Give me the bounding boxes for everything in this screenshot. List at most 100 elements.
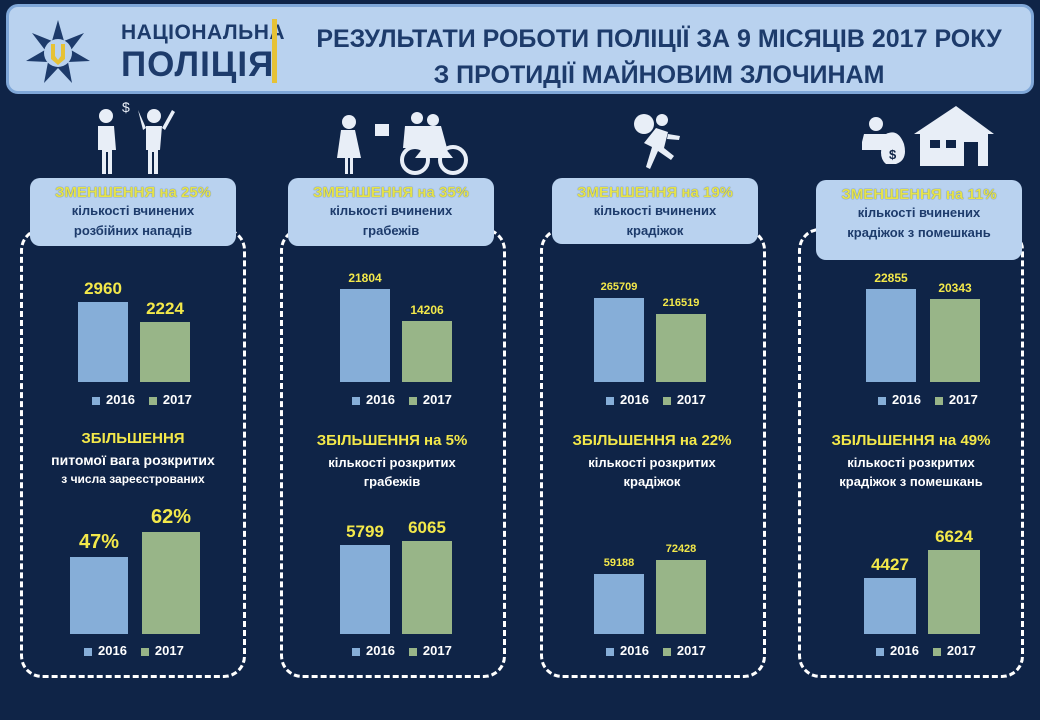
bar-2016 bbox=[594, 298, 644, 382]
legend-swatch-2016 bbox=[92, 396, 100, 405]
data-label-2017: 72428 bbox=[665, 543, 697, 555]
legend-item-2017: 2017 bbox=[408, 643, 452, 658]
data-label-2017: 6065 bbox=[408, 518, 446, 537]
data-label-2016: 4427 bbox=[871, 555, 909, 574]
data-label-2016: 5799 bbox=[346, 522, 384, 541]
legend-swatch-2017 bbox=[934, 396, 943, 405]
data-label-2016: 47% bbox=[78, 531, 120, 553]
logo-text-line2: ПОЛІЦІЯ bbox=[121, 45, 275, 84]
chart-legend: 2016 2017 bbox=[876, 643, 990, 658]
legend-label-2017: 2017 bbox=[948, 392, 978, 407]
bar-2017 bbox=[142, 532, 200, 634]
legend-swatch-2017 bbox=[148, 396, 157, 405]
bar-2016 bbox=[70, 557, 128, 634]
bar-2017 bbox=[930, 299, 980, 382]
callout-sub1: кількості вчинених bbox=[593, 203, 717, 218]
chart-legend: 2016 2017 bbox=[606, 643, 720, 658]
callout-headline: ЗМЕНШЕННЯ на 19% bbox=[576, 184, 734, 201]
legend-item-2017: 2017 bbox=[408, 392, 452, 407]
data-label-2016: 2960 bbox=[84, 279, 122, 298]
legend-item-2017: 2017 bbox=[934, 392, 978, 407]
legend-item-2017: 2017 bbox=[932, 643, 976, 658]
chart-legend: 2016 2017 bbox=[606, 392, 720, 407]
callout-house-theft: ЗМЕНШЕННЯ на 11% кількості вчинених крад… bbox=[816, 180, 1022, 260]
increase-label-theft: ЗБІЛЬШЕННЯ на 22% кількості розкритих кр… bbox=[572, 432, 732, 489]
legend-item-2016: 2016 bbox=[606, 392, 649, 407]
header-banner: НАЦІОНАЛЬНА ПОЛІЦІЯ РЕЗУЛЬТАТИ РОБОТИ ПО… bbox=[6, 4, 1034, 94]
bar-2017 bbox=[656, 314, 706, 382]
legend-swatch-2016 bbox=[352, 396, 360, 405]
chart-legend: 2016 2017 bbox=[352, 392, 466, 407]
bar-2017 bbox=[656, 560, 706, 634]
legend-label-2017: 2017 bbox=[676, 643, 706, 658]
bar-2016 bbox=[864, 578, 916, 634]
house-burglary-icon: $ bbox=[862, 106, 994, 166]
legend-item-2016: 2016 bbox=[876, 643, 919, 658]
legend-label-2017: 2017 bbox=[422, 392, 452, 407]
legend-label-2016: 2016 bbox=[106, 392, 135, 407]
chart-legend: 2016 2017 bbox=[352, 643, 466, 658]
legend-swatch-2016 bbox=[84, 647, 92, 656]
police-star-logo-icon bbox=[26, 20, 90, 83]
legend-item-2016: 2016 bbox=[878, 392, 921, 407]
page-title: РЕЗУЛЬТАТИ РОБОТИ ПОЛІЦІЇ ЗА 9 МІСЯЦІВ 2… bbox=[281, 21, 1037, 93]
data-label-2017: 62% bbox=[150, 506, 192, 528]
legend-label-2016: 2016 bbox=[366, 392, 395, 407]
callout-sub2: грабежів bbox=[362, 223, 420, 238]
chart-legend: 2016 2017 bbox=[878, 392, 992, 407]
legend-swatch-2016 bbox=[606, 396, 614, 405]
bar-2017 bbox=[928, 550, 980, 634]
bar-2016 bbox=[78, 302, 128, 382]
legend-swatch-2017 bbox=[662, 396, 671, 405]
legend-swatch-2017 bbox=[932, 647, 941, 656]
legend-label-2017: 2017 bbox=[154, 643, 184, 658]
callout-robbery: ЗМЕНШЕННЯ на 25% кількості вчинених розб… bbox=[30, 178, 236, 246]
bar-2016 bbox=[340, 545, 390, 634]
bar-2016 bbox=[866, 289, 916, 382]
legend-swatch-2017 bbox=[662, 647, 671, 656]
legend-swatch-2017 bbox=[408, 396, 417, 405]
callout-sub1: кількості вчинених bbox=[329, 203, 453, 218]
chart-legend: 2016 2017 bbox=[92, 392, 206, 407]
bar-2017 bbox=[140, 322, 190, 382]
callout-sub1: кількості вчинених bbox=[857, 205, 981, 220]
title-line1: РЕЗУЛЬТАТИ РОБОТИ ПОЛІЦІЇ ЗА 9 МІСЯЦІВ 2… bbox=[316, 25, 1002, 53]
data-label-2017: 14206 bbox=[410, 303, 444, 317]
callout-sub1: кількості вчинених bbox=[71, 203, 195, 218]
data-label-2017: 2224 bbox=[146, 299, 184, 318]
legend-swatch-2016 bbox=[878, 396, 886, 405]
legend-item-2016: 2016 bbox=[84, 643, 127, 658]
legend-label-2017: 2017 bbox=[946, 643, 976, 658]
increase-label-robbery: ЗБІЛЬШЕННЯ питомої вага розкритих з числ… bbox=[51, 430, 215, 486]
robbery-icon: $ bbox=[98, 100, 175, 174]
logo-separator bbox=[272, 19, 277, 83]
callout-sub2: розбійних нападів bbox=[73, 223, 193, 238]
legend-label-2017: 2017 bbox=[162, 392, 192, 407]
thief-running-icon bbox=[634, 114, 680, 169]
data-label-2016: 21804 bbox=[348, 271, 382, 285]
data-label-2017: 20343 bbox=[938, 281, 972, 295]
callout-headline: ЗМЕНШЕННЯ на 11% bbox=[841, 186, 997, 203]
bar-2017 bbox=[402, 541, 452, 634]
legend-item-2016: 2016 bbox=[92, 392, 135, 407]
data-label-2017: 216519 bbox=[662, 297, 700, 309]
callout-headline: ЗМЕНШЕННЯ на 35% bbox=[312, 184, 470, 201]
legend-item-2017: 2017 bbox=[662, 643, 706, 658]
legend-label-2017: 2017 bbox=[676, 392, 706, 407]
svg-text:$: $ bbox=[889, 147, 897, 162]
callout-headline: ЗМЕНШЕННЯ на 25% bbox=[54, 184, 212, 201]
increase-label-snatching: ЗБІЛЬШЕННЯ на 5% кількості розкритих гра… bbox=[316, 432, 468, 489]
legend-item-2017: 2017 bbox=[148, 392, 192, 407]
chart-legend: 2016 2017 bbox=[84, 643, 198, 658]
legend-label-2016: 2016 bbox=[366, 643, 395, 658]
callout-sub2: крадіжок bbox=[626, 223, 684, 238]
legend-swatch-2016 bbox=[606, 647, 614, 656]
callout-theft: ЗМЕНШЕННЯ на 19% кількості вчинених крад… bbox=[552, 178, 758, 244]
legend-label-2016: 2016 bbox=[98, 643, 127, 658]
data-label-2017: 6624 bbox=[935, 527, 973, 546]
legend-swatch-2016 bbox=[352, 647, 360, 656]
data-label-2016: 59188 bbox=[603, 557, 635, 569]
legend-label-2016: 2016 bbox=[890, 643, 919, 658]
bar-2017 bbox=[402, 321, 452, 382]
legend-label-2016: 2016 bbox=[892, 392, 921, 407]
